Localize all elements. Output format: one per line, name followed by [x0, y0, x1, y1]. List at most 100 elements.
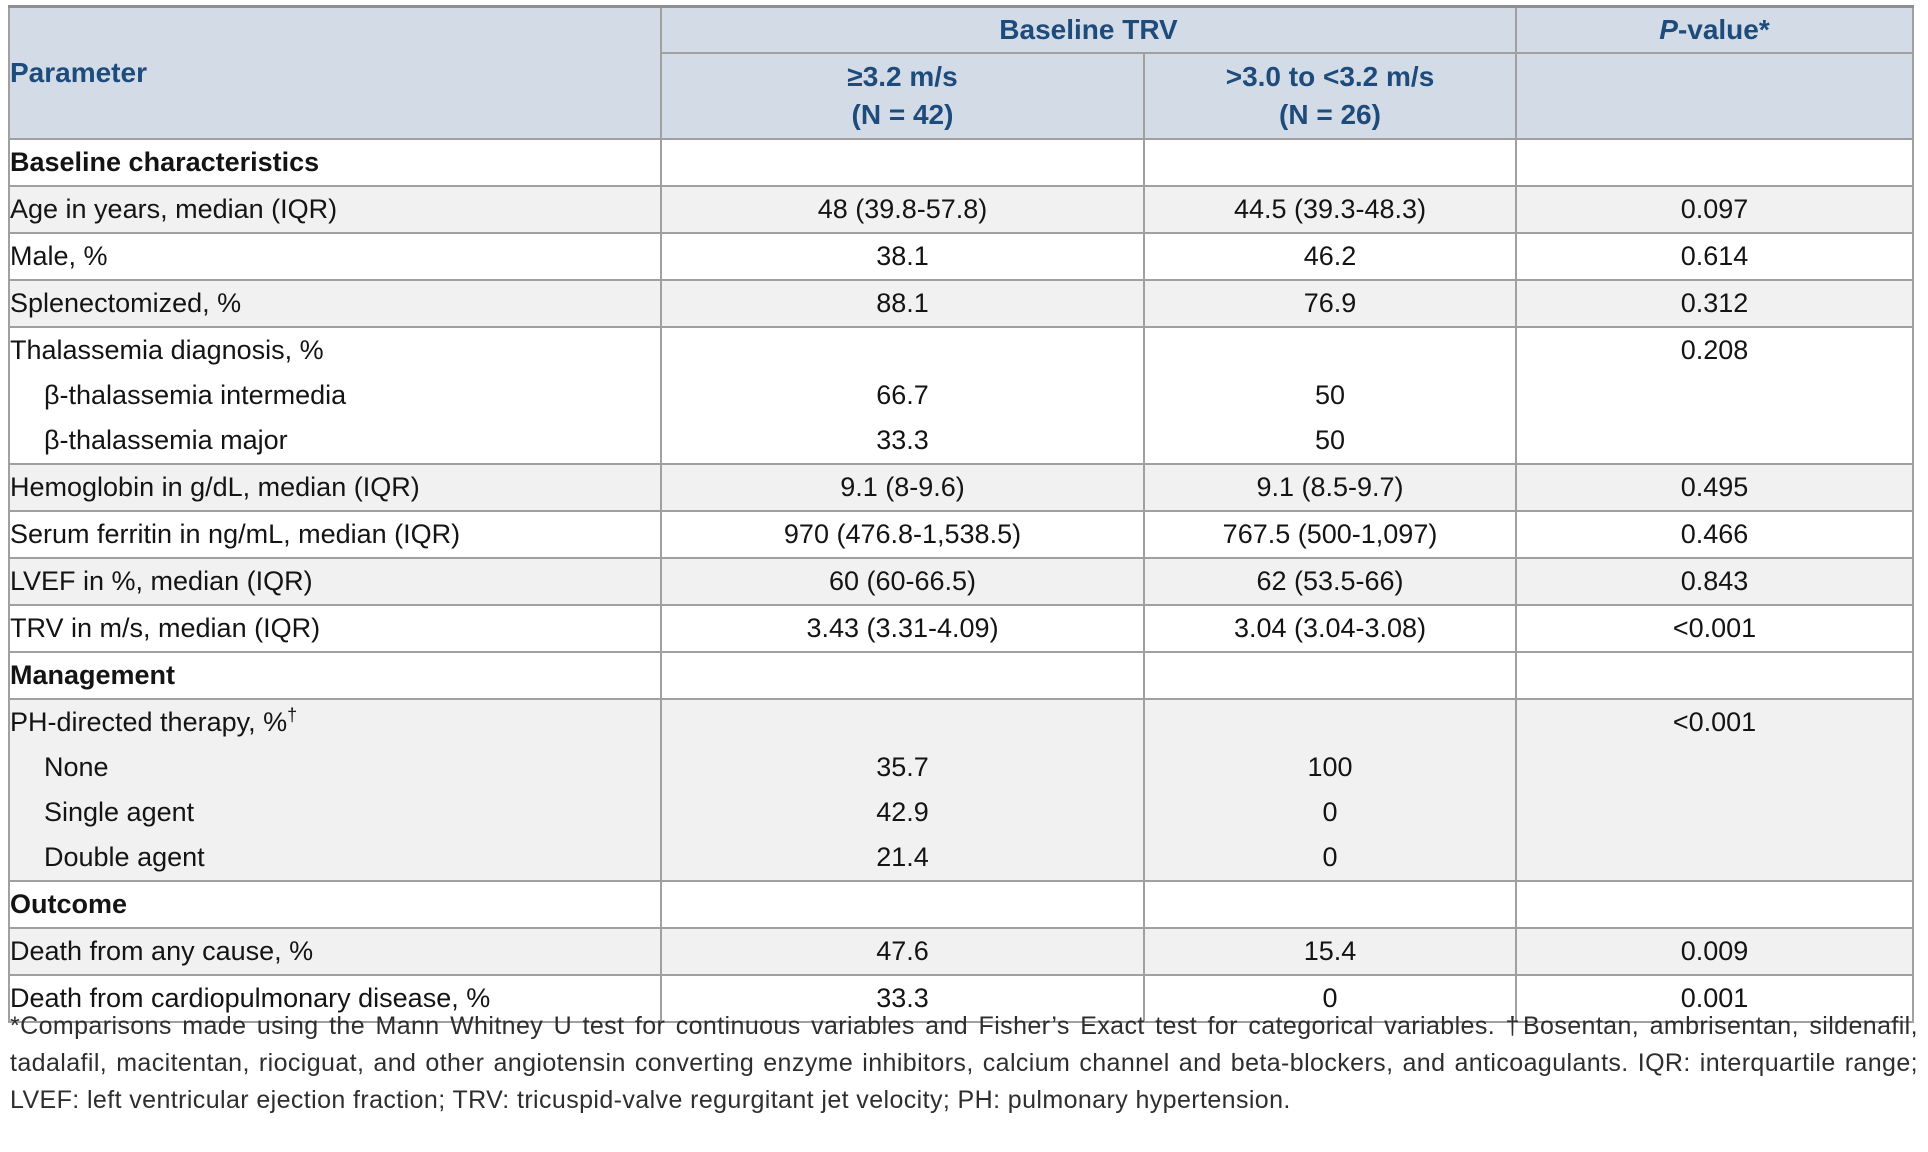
row-serum-ferritin: Serum ferritin in ng/mL, median (IQR) 97…	[8, 509, 1915, 559]
group-line: 100	[1307, 751, 1353, 782]
section-label: Management	[8, 650, 662, 700]
group-line: 42.9	[876, 796, 929, 827]
value-cell-group1: 35.7 42.9 21.4	[660, 697, 1145, 882]
header-group1: ≥3.2 m/s (N = 42)	[660, 51, 1145, 140]
header-group2-line2: (N = 26)	[1279, 98, 1381, 130]
group-line: <0.001	[1672, 706, 1757, 737]
value-cell-group2: 100 0 0	[1142, 697, 1518, 882]
value-cell-group1: 47.6	[660, 926, 1145, 976]
group-line: 0	[1322, 841, 1338, 872]
param-cell: Male, %	[8, 231, 662, 281]
group-line	[1517, 418, 1912, 463]
group-line: 50	[1314, 424, 1346, 455]
param-cell: Thalassemia diagnosis, % β-thalassemia i…	[8, 325, 662, 465]
value-cell-group2: 767.5 (500-1,097)	[1142, 509, 1518, 559]
empty-cell	[1142, 879, 1518, 929]
value-cell-group1: 48 (39.8-57.8)	[660, 184, 1145, 234]
p-value-cell: 0.495	[1515, 462, 1915, 512]
param-cell: LVEF in %, median (IQR)	[8, 556, 662, 606]
param-cell: PH-directed therapy, %† None Single agen…	[8, 697, 662, 882]
group-line: 33.3	[876, 424, 929, 455]
empty-cell	[1142, 650, 1518, 700]
table-header: Parameter Baseline TRV P-value* ≥3.2 m/s…	[8, 5, 1915, 140]
section-outcome: Outcome	[8, 879, 1915, 929]
param-cell: Serum ferritin in ng/mL, median (IQR)	[8, 509, 662, 559]
value-cell-group2: 62 (53.5-66)	[1142, 556, 1518, 606]
value-cell-group2: 0	[1142, 973, 1518, 1023]
empty-cell	[660, 650, 1145, 700]
group-line	[1517, 835, 1912, 880]
group-line: 66.7	[876, 379, 929, 410]
p-value-cell: 0.001	[1515, 973, 1915, 1023]
header-group1-line1: ≥3.2 m/s	[847, 60, 958, 92]
footnote-text: *Comparisons made using the Mann Whitney…	[10, 1012, 1918, 1114]
value-cell-group2: 46.2	[1142, 231, 1518, 281]
group-line	[1145, 700, 1515, 745]
group-line	[1517, 790, 1912, 835]
empty-cell	[1515, 137, 1915, 187]
p-value-italic-p: P	[1659, 13, 1678, 45]
section-label: Baseline characteristics	[8, 137, 662, 187]
row-age: Age in years, median (IQR) 48 (39.8-57.8…	[8, 184, 1915, 234]
section-management: Management	[8, 650, 1915, 700]
empty-cell	[660, 879, 1145, 929]
group-line: β-thalassemia intermedia	[44, 379, 347, 410]
group-line	[1145, 328, 1515, 373]
group-line: 35.7	[876, 751, 929, 782]
row-lvef: LVEF in %, median (IQR) 60 (60-66.5) 62 …	[8, 556, 1915, 606]
param-cell: Death from cardiopulmonary disease, %	[8, 973, 662, 1023]
group-line	[1517, 373, 1912, 418]
group-line: Double agent	[44, 841, 205, 872]
value-cell-group1: 66.7 33.3	[660, 325, 1145, 465]
group-line: None	[44, 751, 109, 782]
param-cell: TRV in m/s, median (IQR)	[8, 603, 662, 653]
value-cell-group1: 33.3	[660, 973, 1145, 1023]
value-cell-group2: 76.9	[1142, 278, 1518, 328]
group-line	[662, 700, 1143, 745]
group-line	[1517, 745, 1912, 790]
value-cell-group1: 60 (60-66.5)	[660, 556, 1145, 606]
ph-therapy-label: PH-directed therapy, %	[10, 706, 288, 737]
section-label: Outcome	[8, 879, 662, 929]
row-male: Male, % 38.1 46.2 0.614	[8, 231, 1915, 281]
header-p-value: P-value*	[1515, 5, 1915, 54]
header-parameter: Parameter	[8, 5, 662, 140]
value-cell-group2: 50 50	[1142, 325, 1518, 465]
param-cell: Splenectomized, %	[8, 278, 662, 328]
p-value-rest: -value*	[1677, 13, 1770, 45]
value-cell-group2: 9.1 (8.5-9.7)	[1142, 462, 1518, 512]
results-table: Parameter Baseline TRV P-value* ≥3.2 m/s…	[8, 5, 1915, 1023]
group-line: 0.208	[1680, 334, 1749, 365]
header-group2-line1: >3.0 to <3.2 m/s	[1225, 60, 1435, 92]
value-cell-group1: 970 (476.8-1,538.5)	[660, 509, 1145, 559]
param-cell: Hemoglobin in g/dL, median (IQR)	[8, 462, 662, 512]
p-value-cell: 0.208	[1515, 325, 1915, 465]
p-value-cell: 0.009	[1515, 926, 1915, 976]
empty-cell	[1142, 137, 1518, 187]
group-line: β-thalassemia major	[44, 424, 288, 455]
header-group1-line2: (N = 42)	[851, 98, 954, 130]
header-group2: >3.0 to <3.2 m/s (N = 26)	[1142, 51, 1518, 140]
row-ph-directed-therapy: PH-directed therapy, %† None Single agen…	[8, 697, 1915, 882]
param-cell: Age in years, median (IQR)	[8, 184, 662, 234]
value-cell-group1: 88.1	[660, 278, 1145, 328]
group-line: Single agent	[44, 796, 195, 827]
p-value-cell: 0.843	[1515, 556, 1915, 606]
value-cell-group1: 9.1 (8-9.6)	[660, 462, 1145, 512]
p-value-cell: 0.614	[1515, 231, 1915, 281]
row-death-any-cause: Death from any cause, % 47.6 15.4 0.009	[8, 926, 1915, 976]
value-cell-group2: 15.4	[1142, 926, 1518, 976]
p-value-cell: 0.466	[1515, 509, 1915, 559]
param-cell: Death from any cause, %	[8, 926, 662, 976]
p-value-cell: 0.312	[1515, 278, 1915, 328]
p-value-cell: <0.001	[1515, 603, 1915, 653]
p-value-cell: 0.097	[1515, 184, 1915, 234]
value-cell-group1: 38.1	[660, 231, 1145, 281]
value-cell-group2: 3.04 (3.04-3.08)	[1142, 603, 1518, 653]
group-line: PH-directed therapy, %†	[10, 700, 660, 745]
empty-cell	[660, 137, 1145, 187]
table-body: Baseline characteristics Age in years, m…	[8, 137, 1915, 1023]
p-value-cell: <0.001	[1515, 697, 1915, 882]
header-baseline-trv: Baseline TRV	[659, 5, 1518, 54]
